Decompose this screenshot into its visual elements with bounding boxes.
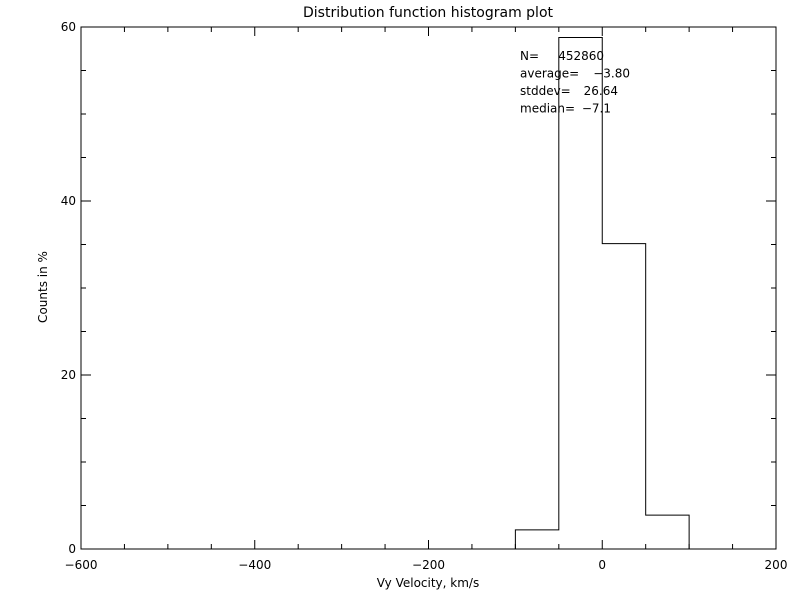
stat-value: −7.1 — [582, 102, 611, 116]
stats-box: N= 452860 average= −3.80 stddev= 26.64 median=… — [520, 49, 630, 116]
y-tick-label: 40 — [61, 194, 76, 208]
histogram-bars — [514, 36, 690, 549]
y-axis-label: Counts in % — [36, 251, 50, 323]
axes: −600 −400 −200 0 200 0 20 40 60 — [61, 20, 788, 572]
chart-title: Distribution function histogram plot — [303, 5, 554, 21]
histogram-outline — [514, 36, 690, 549]
y-tick-label: 0 — [68, 542, 76, 556]
stat-value: 452860 — [558, 49, 604, 63]
stat-value: −3.80 — [593, 67, 630, 81]
x-tick-label: 0 — [598, 558, 606, 572]
y-tick-label: 60 — [61, 20, 76, 34]
stat-label: stddev= — [520, 84, 571, 98]
x-tick-label: −400 — [238, 558, 271, 572]
y-tick-label: 20 — [61, 368, 76, 382]
x-tick-label: −600 — [65, 558, 98, 572]
x-axis-label: Vy Velocity, km/s — [377, 576, 479, 590]
stat-label: median= — [520, 102, 575, 116]
x-tick-label: −200 — [412, 558, 445, 572]
x-tick-label: 200 — [765, 558, 788, 572]
stat-label: average= — [520, 67, 579, 81]
stat-value: 26.64 — [584, 84, 618, 98]
stat-label: N= — [520, 49, 539, 63]
